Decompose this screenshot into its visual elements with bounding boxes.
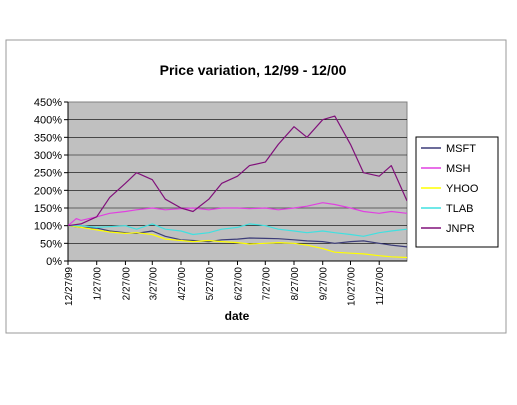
x-tick-label: 1/27/00 <box>93 267 104 301</box>
plot-area <box>67 101 408 262</box>
series-layer <box>68 115 407 259</box>
x-tick-label: 7/27/00 <box>261 267 272 301</box>
x-tick-label: 2/27/00 <box>121 267 132 301</box>
legend-label-msh: MSH <box>446 163 471 175</box>
chart-title: Price variation, 12/99 - 12/00 <box>160 62 347 78</box>
x-axis: 12/27/99 1/27/00 2/27/00 3/27/00 4/27/00 5/27… <box>64 260 407 306</box>
legend-label-yhoo: YHOO <box>446 183 479 195</box>
legend-label-tlab: TLAB <box>446 203 474 215</box>
series-line-tlab <box>68 223 407 237</box>
y-tick-label: 250% <box>34 168 62 180</box>
y-tick-label: 0% <box>46 256 62 268</box>
legend: MSFT MSH YHOO TLAB JNPR <box>415 136 499 248</box>
y-tick-label: 350% <box>34 132 62 144</box>
series-line-msft <box>68 225 407 248</box>
legend-label-jnpr: JNPR <box>446 223 475 235</box>
y-tick-label: 300% <box>34 150 62 162</box>
y-tick-label: 200% <box>34 185 62 197</box>
y-tick-label: 400% <box>34 115 62 127</box>
y-tick-label: 150% <box>34 203 62 215</box>
x-tick-label: 4/27/00 <box>177 267 188 301</box>
x-tick-label: 5/27/00 <box>205 267 216 301</box>
legend-label-msft: MSFT <box>446 143 476 155</box>
series-line-yhoo <box>68 225 407 259</box>
x-tick-label: 3/27/00 <box>148 267 159 301</box>
y-tick-label: 450% <box>34 97 62 109</box>
y-axis: 0% 50% 100% 150% 200% 250% 300% 350% 400% 450% <box>34 97 69 268</box>
x-tick-label: 10/27/00 <box>347 267 358 306</box>
x-tick-label: 9/27/00 <box>319 267 330 301</box>
series-line-msh <box>68 202 407 227</box>
x-tick-label: 8/27/00 <box>290 267 301 301</box>
y-tick-label: 100% <box>34 221 62 233</box>
x-axis-title: date <box>225 309 250 323</box>
series-line-jnpr <box>68 115 407 227</box>
x-tick-label: 12/27/99 <box>64 267 75 306</box>
x-tick-label: 11/27/00 <box>375 267 386 306</box>
y-tick-label: 50% <box>40 238 62 250</box>
x-tick-label: 6/27/00 <box>234 267 245 301</box>
